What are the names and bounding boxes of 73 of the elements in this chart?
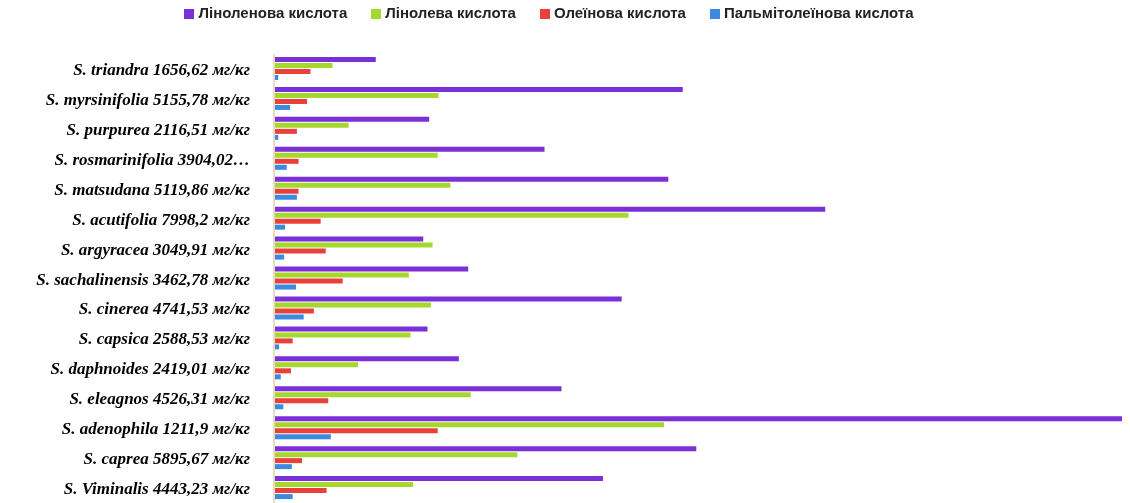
bar (274, 392, 471, 398)
bar (274, 182, 451, 188)
y-tick-label: S. capsica 2588,53 мг/кг (78, 329, 250, 349)
bar (274, 152, 438, 158)
bar (274, 434, 331, 440)
y-tick-label: S. argyracea 3049,91 мг/кг (60, 239, 250, 259)
bar (274, 488, 327, 494)
bar (274, 314, 304, 320)
bar (274, 338, 293, 344)
bar (274, 224, 286, 230)
legend-label: Ліноленова кислота (198, 4, 348, 21)
bar (274, 69, 311, 74)
y-tick-label: S. triandra 1656,62 мг/кг (73, 59, 250, 79)
y-tick-label: S. daphnoides 2419,01 мг/кг (50, 359, 250, 379)
bar (274, 98, 308, 104)
bar (274, 188, 299, 194)
bar (274, 248, 326, 254)
bar (274, 236, 424, 242)
y-tick-label: S. eleagnos 4526,31 мг/кг (69, 389, 250, 409)
y-tick-label: S. acutifolia 7998,2 мг/кг (72, 209, 250, 229)
bar (274, 332, 411, 338)
bar (274, 122, 349, 128)
legend-label: Пальмітолеїнова кислота (723, 4, 914, 21)
y-tick-label: S. myrsinifolia 5155,78 мг/кг (45, 89, 250, 109)
bar (274, 494, 293, 500)
y-tick-label: S. caprea 5895,67 мг/кг (83, 449, 250, 469)
bar (274, 368, 291, 374)
bar (274, 63, 333, 68)
bar (274, 464, 292, 470)
bar (274, 194, 297, 200)
bar (274, 296, 622, 302)
bar (274, 284, 297, 290)
y-tick-label: S. cinerea 4741,53 мг/кг (78, 299, 250, 319)
bar (274, 326, 428, 332)
bar (274, 476, 604, 482)
bar (274, 176, 669, 182)
y-tick-label: S. purpurea 2116,51 мг/кг (66, 119, 250, 139)
legend-label: Олеїнова кислота (553, 4, 686, 21)
bar (274, 242, 433, 248)
bar (274, 356, 459, 362)
bar (274, 92, 439, 98)
bar (274, 458, 302, 464)
bar (274, 308, 314, 314)
bar (274, 278, 343, 284)
bar (274, 398, 329, 404)
bar (274, 302, 431, 308)
bar (274, 116, 430, 122)
bar (274, 212, 629, 218)
bar (274, 272, 409, 278)
bar (274, 128, 297, 134)
bar (274, 57, 376, 62)
y-tick-label: S. Viminalis 4443,23 мг/кг (63, 479, 250, 499)
bar (274, 446, 697, 452)
bar (274, 266, 469, 272)
bar (274, 362, 358, 368)
bar (274, 386, 562, 392)
y-tick-label: S. rosmarinifolia 3904,02… (54, 149, 250, 169)
bar (274, 452, 518, 458)
bar (274, 206, 826, 212)
y-tick-label: S. sachalinensis 3462,78 мг/кг (36, 269, 250, 289)
bar (274, 422, 665, 428)
y-tick-label: S. matsudana 5119,86 мг/кг (54, 179, 250, 199)
bar (274, 164, 287, 170)
bar (274, 428, 438, 434)
bar (274, 482, 414, 488)
bar (274, 218, 321, 224)
bar (274, 104, 291, 110)
bar (274, 158, 299, 164)
bar (274, 416, 1122, 422)
legend-label: Лінолева кислота (385, 4, 516, 21)
bar (274, 86, 683, 92)
y-tick-label: S. adenophila 1211,9 мг/кг (61, 419, 250, 439)
bar (274, 146, 545, 152)
